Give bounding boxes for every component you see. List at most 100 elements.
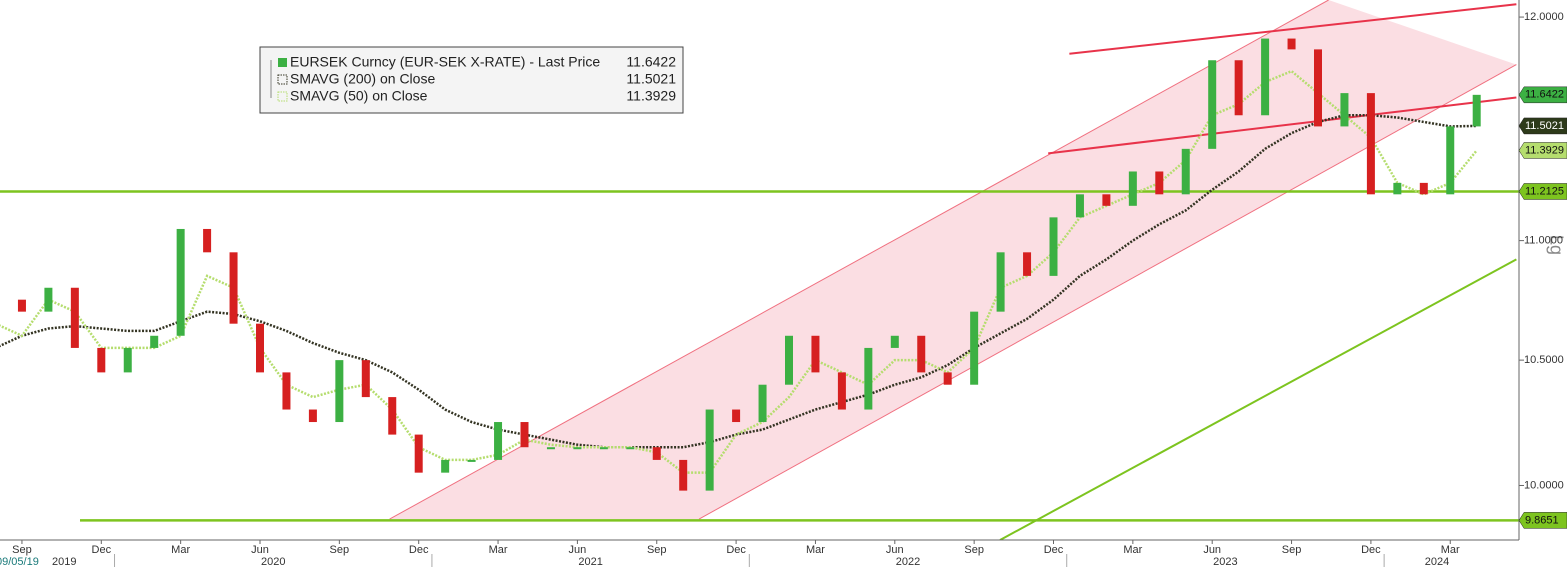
candle xyxy=(758,384,767,423)
candle xyxy=(1075,194,1084,218)
x-tick-label: Sep xyxy=(330,544,350,556)
candle xyxy=(626,447,635,450)
legend-label: SMAVG (50) on Close xyxy=(290,88,428,104)
candle xyxy=(1208,60,1217,149)
value-box xyxy=(1518,142,1567,159)
x-tick-label: Sep xyxy=(1282,544,1302,556)
channel xyxy=(389,0,1517,520)
year-label: 2020 xyxy=(261,556,285,567)
year-label: 2023 xyxy=(1213,556,1237,567)
candle xyxy=(1023,252,1032,276)
trend-line xyxy=(1069,3,1517,55)
value-box xyxy=(1518,86,1567,104)
x-tick-label: Sep xyxy=(964,544,984,556)
candle xyxy=(44,287,53,312)
channel-edge xyxy=(698,64,1517,520)
plot-area xyxy=(0,0,1519,540)
value-box-label: 11.2125 xyxy=(1525,185,1564,197)
value-box xyxy=(1518,117,1567,135)
candle xyxy=(1049,217,1058,276)
x-tick-label: Dec xyxy=(1361,544,1381,556)
value-box xyxy=(1518,512,1567,529)
candle xyxy=(970,311,979,385)
candle xyxy=(1287,38,1296,50)
candle xyxy=(494,422,503,460)
candle xyxy=(520,422,529,448)
scale-label: Lg xyxy=(1546,235,1566,255)
legend-box xyxy=(259,46,684,114)
candle xyxy=(1314,49,1322,127)
candle xyxy=(70,287,79,348)
candle xyxy=(282,372,291,410)
candle xyxy=(229,252,238,324)
candle xyxy=(864,347,873,410)
value-box xyxy=(1518,183,1567,200)
candle xyxy=(308,409,317,423)
x-tick-label: Dec xyxy=(726,544,746,556)
candle xyxy=(679,459,688,491)
x-tick-label: Dec xyxy=(409,544,429,556)
candle xyxy=(943,372,952,385)
candle xyxy=(176,228,185,336)
x-tick-label: Sep xyxy=(12,544,32,556)
candle xyxy=(652,447,661,460)
candle xyxy=(732,409,741,423)
y-tick-label: 10.0000 xyxy=(1524,479,1564,491)
candle xyxy=(1155,171,1164,195)
x-tick-label: Sep xyxy=(647,544,667,556)
x-tick-label: Jun xyxy=(1203,544,1221,556)
candle xyxy=(1234,60,1243,116)
candle xyxy=(785,335,793,385)
candle xyxy=(705,409,714,491)
candle xyxy=(1128,171,1137,206)
candle xyxy=(97,347,106,373)
candle xyxy=(1340,93,1349,127)
value-box-label: 11.5021 xyxy=(1525,120,1564,132)
legend-value: 11.3929 xyxy=(626,88,676,104)
x-tick-label: Mar xyxy=(489,544,508,556)
candle xyxy=(361,360,370,398)
start-date: 09/05/19 xyxy=(0,556,39,567)
candle xyxy=(203,228,212,253)
candle xyxy=(599,447,608,450)
x-tick-label: Jun xyxy=(886,544,904,556)
candle xyxy=(123,347,132,373)
trend-line xyxy=(1048,96,1517,155)
candle xyxy=(917,335,926,373)
legend-swatch xyxy=(277,74,288,85)
value-box-label: 11.3929 xyxy=(1525,144,1564,156)
x-tick-label: Dec xyxy=(92,544,112,556)
candle xyxy=(467,459,476,462)
candle xyxy=(1181,148,1190,195)
year-label: 2019 xyxy=(52,556,76,567)
candle xyxy=(1261,38,1270,116)
x-tick-label: Mar xyxy=(1441,544,1460,556)
x-tick-label: Jun xyxy=(569,544,587,556)
legend-swatch xyxy=(277,91,288,102)
channel-edge xyxy=(389,0,1329,520)
candle xyxy=(1446,126,1455,195)
candle xyxy=(996,252,1005,312)
legend-value: 11.6422 xyxy=(626,54,676,70)
candle xyxy=(441,459,450,473)
legend-swatch xyxy=(278,58,287,67)
candle xyxy=(1366,93,1375,195)
candle xyxy=(388,397,397,435)
legend-value: 11.5021 xyxy=(626,71,676,87)
year-label: 2021 xyxy=(578,556,602,567)
moving-average xyxy=(0,69,1478,474)
legend: EURSEK Curncy (EUR-SEK X-RATE) - Last Pr… xyxy=(259,46,684,114)
year-label: 2022 xyxy=(896,556,920,567)
y-tick-label: 11.0000 xyxy=(1524,235,1563,247)
candle xyxy=(335,360,344,423)
x-tick-label: Mar xyxy=(1123,544,1142,556)
y-tick-label: 12.0000 xyxy=(1524,11,1564,23)
legend-label: EURSEK Curncy (EUR-SEK X-RATE) - Last Pr… xyxy=(290,54,600,70)
x-tick-label: Jun xyxy=(251,544,269,556)
candle xyxy=(1472,94,1481,127)
candle xyxy=(1393,182,1402,195)
candle xyxy=(573,447,582,450)
legend-label: SMAVG (200) on Close xyxy=(290,71,435,87)
